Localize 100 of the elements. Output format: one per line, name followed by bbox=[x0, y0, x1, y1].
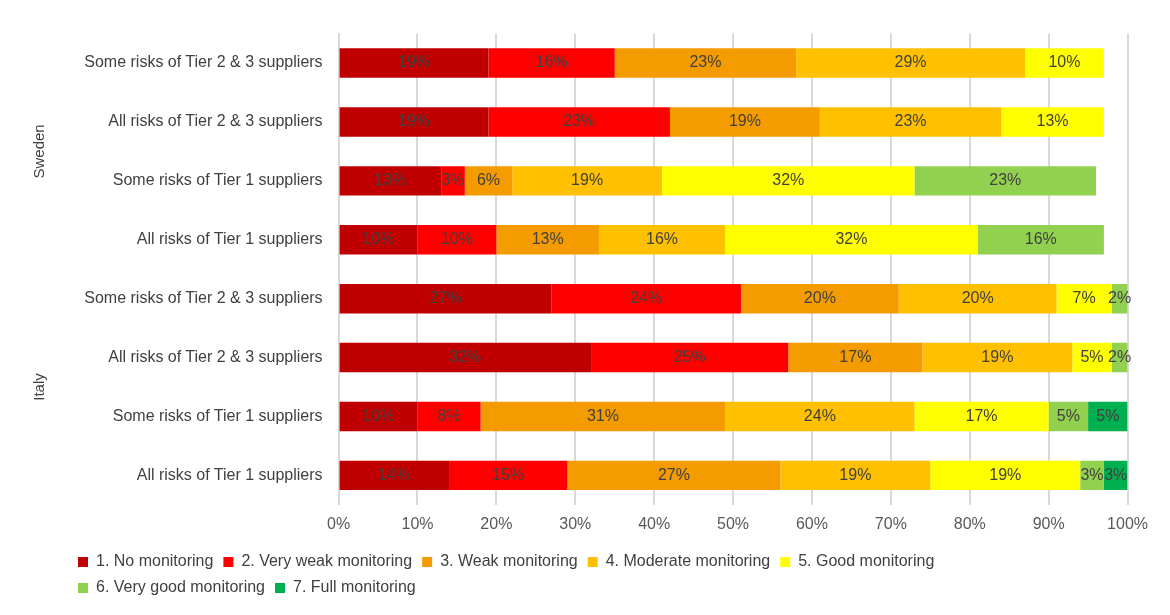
data-label: 24% bbox=[630, 289, 663, 307]
bar bbox=[930, 460, 1081, 491]
y-tick-label: All risks of Tier 2 & 3 suppliers bbox=[108, 347, 323, 365]
data-label: 10% bbox=[362, 406, 395, 424]
y-tick-label: Some risks of Tier 1 suppliers bbox=[112, 406, 323, 424]
legend-label: 6. Very good monitoring bbox=[96, 578, 265, 596]
data-label: 8% bbox=[437, 406, 461, 424]
bar bbox=[512, 166, 663, 196]
bar bbox=[922, 342, 1073, 373]
bar bbox=[339, 283, 552, 314]
data-label: 19% bbox=[728, 112, 761, 130]
data-label: 27% bbox=[429, 289, 462, 307]
data-label: 16% bbox=[646, 230, 679, 248]
bar bbox=[551, 283, 741, 314]
x-tick-label: 80% bbox=[953, 514, 986, 532]
bar bbox=[669, 107, 820, 137]
data-label: 19% bbox=[839, 465, 872, 483]
x-tick-label: 90% bbox=[1032, 514, 1065, 532]
data-label: 19% bbox=[398, 112, 431, 130]
bar bbox=[488, 107, 670, 137]
bar bbox=[449, 460, 568, 491]
data-label: 13% bbox=[1036, 112, 1069, 130]
data-label: 27% bbox=[657, 465, 690, 483]
bar bbox=[740, 283, 899, 314]
bar bbox=[567, 460, 781, 491]
data-label: 16% bbox=[535, 53, 568, 71]
y-tick-label: Some risks of Tier 1 suppliers bbox=[112, 171, 323, 189]
bar bbox=[725, 401, 915, 432]
data-label: 19% bbox=[989, 465, 1022, 483]
data-label: 19% bbox=[981, 347, 1014, 365]
y-tick-label: Some risks of Tier 2 & 3 suppliers bbox=[84, 53, 323, 71]
x-tick-label: 100% bbox=[1107, 514, 1148, 532]
y-tick-label: All risks of Tier 1 suppliers bbox=[136, 230, 323, 248]
data-label: 3% bbox=[441, 171, 465, 189]
data-label: 23% bbox=[563, 112, 596, 130]
data-label: 17% bbox=[839, 347, 872, 365]
bar bbox=[1001, 107, 1104, 137]
legend-label: 4. Moderate monitoring bbox=[605, 552, 771, 570]
bar bbox=[598, 225, 726, 255]
data-label: 5% bbox=[1096, 406, 1120, 424]
bar bbox=[914, 166, 1096, 196]
data-label: 13% bbox=[531, 230, 564, 248]
bar bbox=[780, 460, 931, 491]
x-tick-label: 50% bbox=[717, 514, 750, 532]
bar bbox=[339, 166, 442, 196]
x-tick-label: 60% bbox=[795, 514, 828, 532]
legend-label: 2. Very weak monitoring bbox=[241, 552, 413, 570]
x-tick-label: 30% bbox=[559, 514, 592, 532]
bar bbox=[339, 342, 592, 373]
data-label: 32% bbox=[772, 171, 805, 189]
data-label: 19% bbox=[571, 171, 604, 189]
data-label: 10% bbox=[1048, 53, 1081, 71]
text: Italy bbox=[30, 372, 48, 401]
bar bbox=[977, 225, 1104, 255]
data-label: 10% bbox=[440, 230, 473, 248]
data-label: 19% bbox=[398, 53, 431, 71]
data-label: 17% bbox=[965, 406, 998, 424]
bar bbox=[480, 401, 726, 432]
bar bbox=[339, 48, 489, 78]
y-tick-label: All risks of Tier 2 & 3 suppliers bbox=[108, 112, 323, 130]
bar bbox=[1024, 48, 1104, 78]
data-label: 24% bbox=[803, 406, 836, 424]
data-label: 23% bbox=[989, 171, 1022, 189]
data-label: 16% bbox=[1024, 230, 1057, 248]
y-tick-label: All risks of Tier 1 suppliers bbox=[136, 465, 323, 483]
x-tick-label: 70% bbox=[874, 514, 907, 532]
bar bbox=[898, 283, 1057, 314]
bar bbox=[417, 225, 497, 255]
x-tick-label: 40% bbox=[638, 514, 671, 532]
bar bbox=[339, 107, 489, 137]
x-tick-label: 0% bbox=[327, 514, 351, 532]
legend-label: 7. Full monitoring bbox=[292, 578, 416, 596]
data-label: 23% bbox=[894, 112, 927, 130]
data-label: 3% bbox=[1104, 465, 1128, 483]
data-label: 15% bbox=[492, 465, 525, 483]
bar bbox=[819, 107, 1002, 137]
data-label: 23% bbox=[689, 53, 722, 71]
bar bbox=[591, 342, 789, 373]
legend-label: 3. Weak monitoring bbox=[440, 552, 578, 570]
data-label: 5% bbox=[1056, 406, 1080, 424]
bar bbox=[662, 166, 915, 196]
text: Sweden bbox=[30, 124, 48, 179]
data-label: 13% bbox=[374, 171, 407, 189]
bar bbox=[725, 225, 978, 255]
y-tick-label: Some risks of Tier 2 & 3 suppliers bbox=[84, 289, 323, 307]
legend-label: 1. No monitoring bbox=[96, 552, 214, 570]
data-label: 32% bbox=[449, 347, 482, 365]
data-label: 20% bbox=[803, 289, 836, 307]
data-label: 3% bbox=[1080, 465, 1104, 483]
bar bbox=[614, 48, 797, 78]
data-label: 5% bbox=[1080, 347, 1104, 365]
legend-label: 5. Good monitoring bbox=[798, 552, 935, 570]
data-label: 20% bbox=[961, 289, 994, 307]
x-tick-label: 20% bbox=[480, 514, 513, 532]
bar bbox=[339, 460, 450, 491]
bar bbox=[914, 401, 1049, 432]
data-label: 31% bbox=[586, 406, 619, 424]
data-label: 29% bbox=[894, 53, 927, 71]
bar bbox=[796, 48, 1025, 78]
bar bbox=[488, 48, 615, 78]
